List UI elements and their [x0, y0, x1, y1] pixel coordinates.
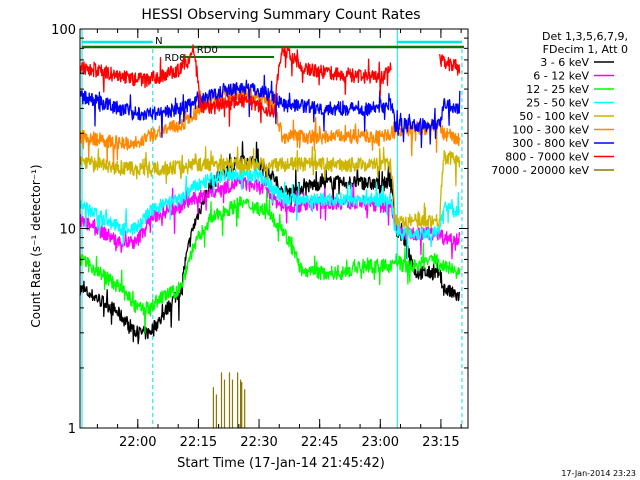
series-line-6 [79, 74, 461, 149]
legend-label-2: 12 - 25 keV [526, 83, 589, 96]
x-tick-label: 23:00 [362, 435, 399, 450]
series-line-8 [439, 54, 461, 76]
legend-label-4: 50 - 100 keV [519, 110, 589, 123]
series-line-4 [79, 145, 461, 236]
y-tick-label: 100 [51, 23, 76, 38]
x-tick-label: 22:15 [180, 435, 217, 450]
series-line-3 [79, 158, 461, 260]
legend-label-1: 6 - 12 keV [533, 70, 589, 83]
timestamp: 17-Jan-2014 23:23 [561, 469, 636, 478]
series-line-9 [212, 372, 246, 428]
series-line-5 [79, 85, 461, 168]
x-axis-label: Start Time (17-Jan-14 21:45:42) [177, 456, 385, 471]
legend-label-6: 300 - 800 keV [512, 137, 589, 150]
series-line-1 [79, 176, 461, 260]
y-axis-label: Count Rate (s⁻¹ detector⁻¹) [29, 164, 43, 327]
annotation-label-2: RD0 [164, 53, 185, 64]
series-line-2 [79, 190, 461, 334]
legend-label-5: 100 - 300 keV [512, 124, 589, 137]
annotation-label-0: N [155, 36, 162, 47]
x-tick-label: 23:15 [422, 435, 459, 450]
legend-label-0: 3 - 6 keV [540, 56, 589, 69]
legend: Det 1,3,5,6,7,9, FDecim 1, Att 0 3 - 6 k… [491, 30, 628, 177]
x-tick-label: 22:30 [240, 435, 277, 450]
axes: 1 10 100 22:00 22:15 22:30 22:45 23:00 23:15 [51, 23, 469, 450]
legend-header-line-2: FDecim 1, Att 0 [543, 43, 628, 56]
legend-header-line-1: Det 1,3,5,6,7,9, [542, 30, 628, 43]
x-tick-label: 22:45 [301, 435, 338, 450]
y-tick-label: 10 [59, 223, 76, 238]
legend-label-3: 25 - 50 keV [526, 97, 589, 110]
chart-title: HESSI Observing Summary Count Rates [141, 7, 420, 23]
legend-label-7: 800 - 7000 keV [505, 151, 589, 164]
y-tick-label: 1 [68, 422, 76, 437]
series-line-7 [79, 44, 392, 127]
annotation-label-1: RD0 [197, 45, 218, 56]
x-tick-label: 22:00 [119, 435, 156, 450]
legend-label-8: 7000 - 20000 keV [491, 164, 589, 177]
